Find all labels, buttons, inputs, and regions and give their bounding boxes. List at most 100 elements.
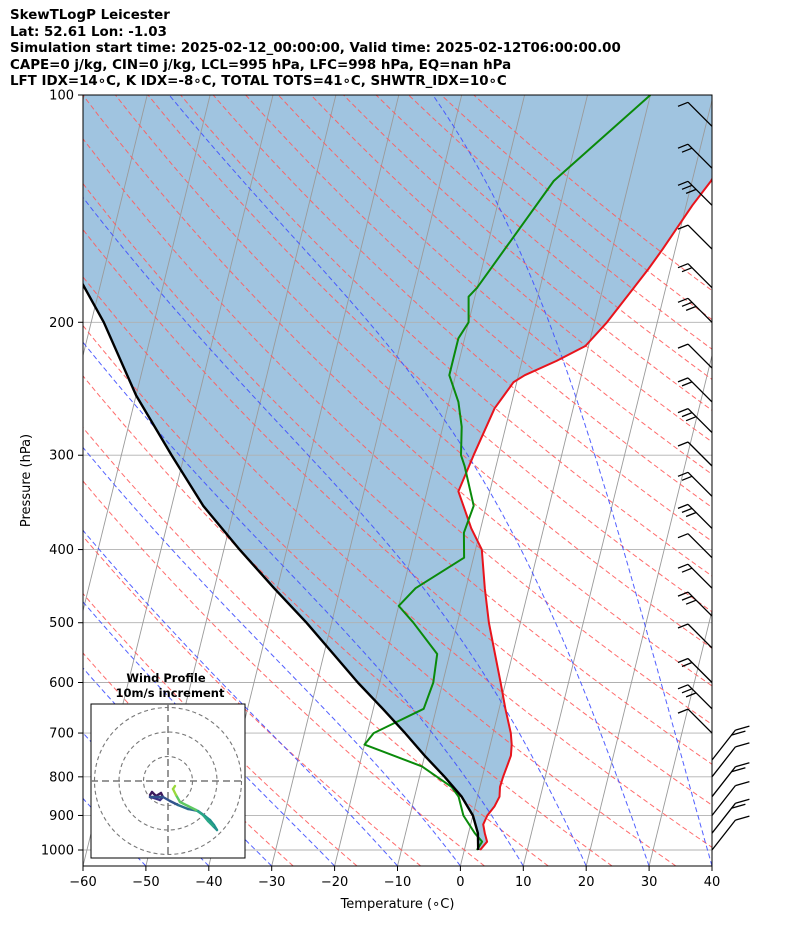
isotherm-line [334, 95, 526, 866]
wind-barb-flag [677, 143, 689, 149]
wind-barb-flag [677, 563, 689, 569]
dry-adiabat [83, 375, 613, 866]
dry-adiabat [83, 95, 712, 687]
wind-barb-staff [687, 533, 713, 559]
wind-barb-flag [677, 343, 689, 349]
hodograph-trace [176, 803, 190, 811]
isotherm-line [648, 608, 712, 866]
wind-barb [711, 725, 750, 761]
temperature-line [457, 177, 712, 851]
title-stability: CAPE=0 j/kg, CIN=0 j/kg, LCL=995 hPa, LF… [10, 57, 512, 73]
moist-adiabat [168, 95, 650, 866]
wind-barb [677, 180, 713, 206]
hodograph-trace [168, 799, 180, 807]
wind-barb-flag [677, 708, 689, 714]
wind-barb-flag [735, 762, 750, 768]
wind-barb-flag [731, 730, 746, 736]
wind-barb [677, 471, 713, 497]
wind-barb [711, 742, 750, 778]
wind-barb [677, 224, 713, 250]
isotherm-line [585, 353, 712, 866]
isotherm-line [522, 98, 712, 866]
hodograph-trace [178, 800, 190, 808]
isotherm-line [775, 95, 794, 866]
y-tick-label: 900 [49, 809, 74, 824]
wind-barb-flag [685, 416, 697, 422]
hodograph-trace [161, 795, 172, 803]
isotherm-line [83, 95, 211, 613]
wind-barb-staff [711, 819, 736, 851]
wind-barb [677, 377, 713, 403]
wind-barb-flag [685, 692, 697, 698]
x-tick-label: −30 [258, 875, 285, 890]
y-tick-label: 500 [49, 616, 74, 631]
wind-barb [677, 657, 713, 683]
wind-barb-flag [681, 411, 693, 418]
y-axis-label: Pressure (hPa) [19, 434, 34, 527]
wind-barb-staff [687, 708, 713, 734]
dry-adiabat [473, 95, 712, 292]
wind-barb-flag [735, 742, 750, 748]
wind-barb-flag [685, 305, 697, 312]
wind-barb [677, 143, 713, 169]
dry-adiabat [83, 276, 712, 848]
moist-adiabat [432, 95, 712, 866]
wind-barb-flag [731, 767, 746, 773]
wind-barb-staff [687, 343, 713, 369]
wind-barb-flag [731, 803, 746, 809]
wind-barb-flag [677, 101, 689, 107]
x-tick-label: −40 [195, 875, 222, 890]
y-tick-label: 600 [49, 676, 74, 691]
x-axis-label: Temperature (∘C) [340, 897, 455, 912]
wind-barb-flag [677, 297, 689, 303]
x-tick-label: −60 [69, 875, 96, 890]
hodograph-title: Wind Profile [126, 671, 206, 685]
wind-barb-flag [681, 475, 693, 481]
x-tick-label: 40 [704, 875, 721, 890]
y-tick-label: 800 [49, 770, 74, 785]
wind-barb [677, 343, 713, 369]
dry-adiabat [212, 95, 712, 542]
wind-barb-staff [687, 623, 713, 649]
dry-adiabat [83, 426, 549, 866]
wind-barb-flag [677, 533, 689, 539]
wind-barb-flag [681, 381, 693, 387]
hodograph-trace [171, 784, 177, 791]
hodograph-subtitle: 10m/s increment [116, 686, 225, 700]
wind-barb-flag [681, 688, 693, 694]
hodograph-trace [201, 813, 210, 823]
wind-barb-flag [681, 267, 693, 273]
wind-barb-flag [677, 684, 689, 690]
dry-adiabat [147, 95, 712, 613]
wind-barb-flag [685, 188, 697, 195]
title-coordinates: Lat: 52.61 Lon: -1.03 [10, 24, 167, 40]
moist-adiabat [83, 196, 587, 866]
dry-adiabat [440, 95, 712, 321]
wind-barb [677, 533, 713, 559]
title-times: Simulation start time: 2025-02-12_00:00:… [10, 41, 621, 57]
wind-barb-staff [687, 224, 713, 250]
wind-barb [677, 101, 713, 127]
wind-barb-flag [681, 661, 693, 668]
wind-barb [711, 815, 750, 851]
wind-barb-flag [677, 503, 689, 510]
wind-barb-flag [681, 507, 693, 514]
dry-adiabat [245, 95, 712, 509]
dry-adiabat [83, 228, 712, 806]
wind-barb [677, 684, 713, 710]
x-tick-label: −10 [384, 875, 411, 890]
isotherm-line [397, 95, 588, 866]
dry-adiabat [277, 95, 712, 475]
wind-barb-flag [677, 657, 689, 664]
isotherm-line [271, 95, 463, 866]
parcel-line [83, 282, 480, 851]
isotherm-line [459, 95, 651, 866]
y-tick-label: 1000 [41, 844, 74, 859]
wind-barb [677, 563, 713, 589]
wind-barb-flag [681, 301, 693, 307]
wind-barb [677, 708, 713, 734]
wind-barb-flag [735, 780, 750, 787]
wind-barb [677, 441, 713, 467]
wind-barb-flag [677, 224, 689, 230]
y-tick-label: 400 [49, 543, 74, 558]
